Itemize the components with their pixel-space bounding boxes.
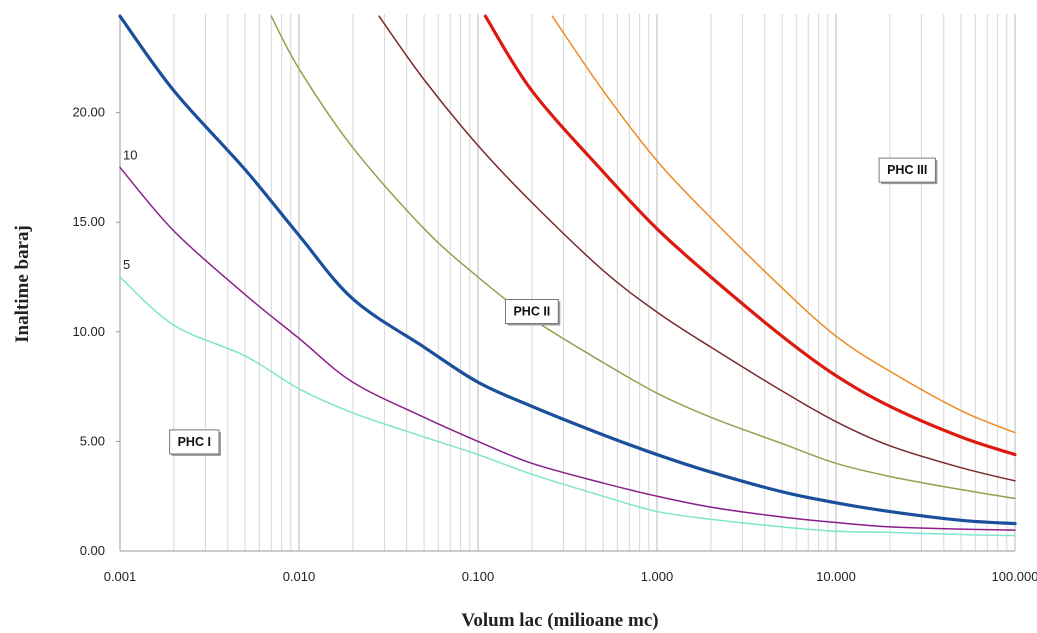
series-line-6 (483, 14, 1017, 457)
series-line-2 (119, 166, 1016, 531)
series-line-4 (270, 15, 1016, 500)
x-tick-label: 0.001 (104, 569, 137, 584)
x-tick-label: 0.100 (462, 569, 495, 584)
series-line-5 (378, 15, 1016, 482)
y-tick-label: 5.00 (80, 433, 105, 448)
series-line-3 (118, 14, 1017, 526)
zone-label-text: PHC II (513, 304, 550, 318)
y-tick-label: 10.00 (72, 324, 105, 339)
grid (116, 14, 1016, 552)
zone-label: PHC II (504, 298, 561, 326)
tick-labels: 0.001 0.010 0.100 1.000 10.000 100.000 0.00 5.0… (72, 105, 1037, 584)
x-tick-label: 100.000 (992, 569, 1037, 584)
zone-label-box (169, 429, 220, 455)
curve-labels: 5 10 (123, 147, 137, 272)
series-label-10: 10 (123, 147, 137, 162)
y-tick-label: 15.00 (72, 214, 105, 229)
series-line-1 (119, 276, 1016, 537)
y-tick-label: 20.00 (72, 105, 105, 120)
y-tick-label: 0.00 (80, 543, 105, 558)
x-tick-label: 0.010 (283, 569, 316, 584)
zone-labels: PHC I PHC II PHC III (169, 157, 938, 456)
zone-label-box (878, 157, 936, 183)
zone-label: PHC I (169, 429, 221, 456)
x-tick-label: 1.000 (641, 569, 674, 584)
x-tick-label: 10.000 (816, 569, 856, 584)
zone-label-text: PHC III (887, 163, 927, 177)
series-line-7 (551, 15, 1016, 434)
zone-label: PHC III (878, 157, 938, 185)
series-label-5: 5 (123, 257, 130, 272)
zone-label-box (504, 298, 559, 324)
x-axis-title: Volum lac (milioane mc) (461, 610, 658, 631)
zone-label-text: PHC I (178, 435, 211, 449)
y-axis-title: Inaltime baraj (12, 225, 33, 343)
curves (118, 14, 1017, 537)
